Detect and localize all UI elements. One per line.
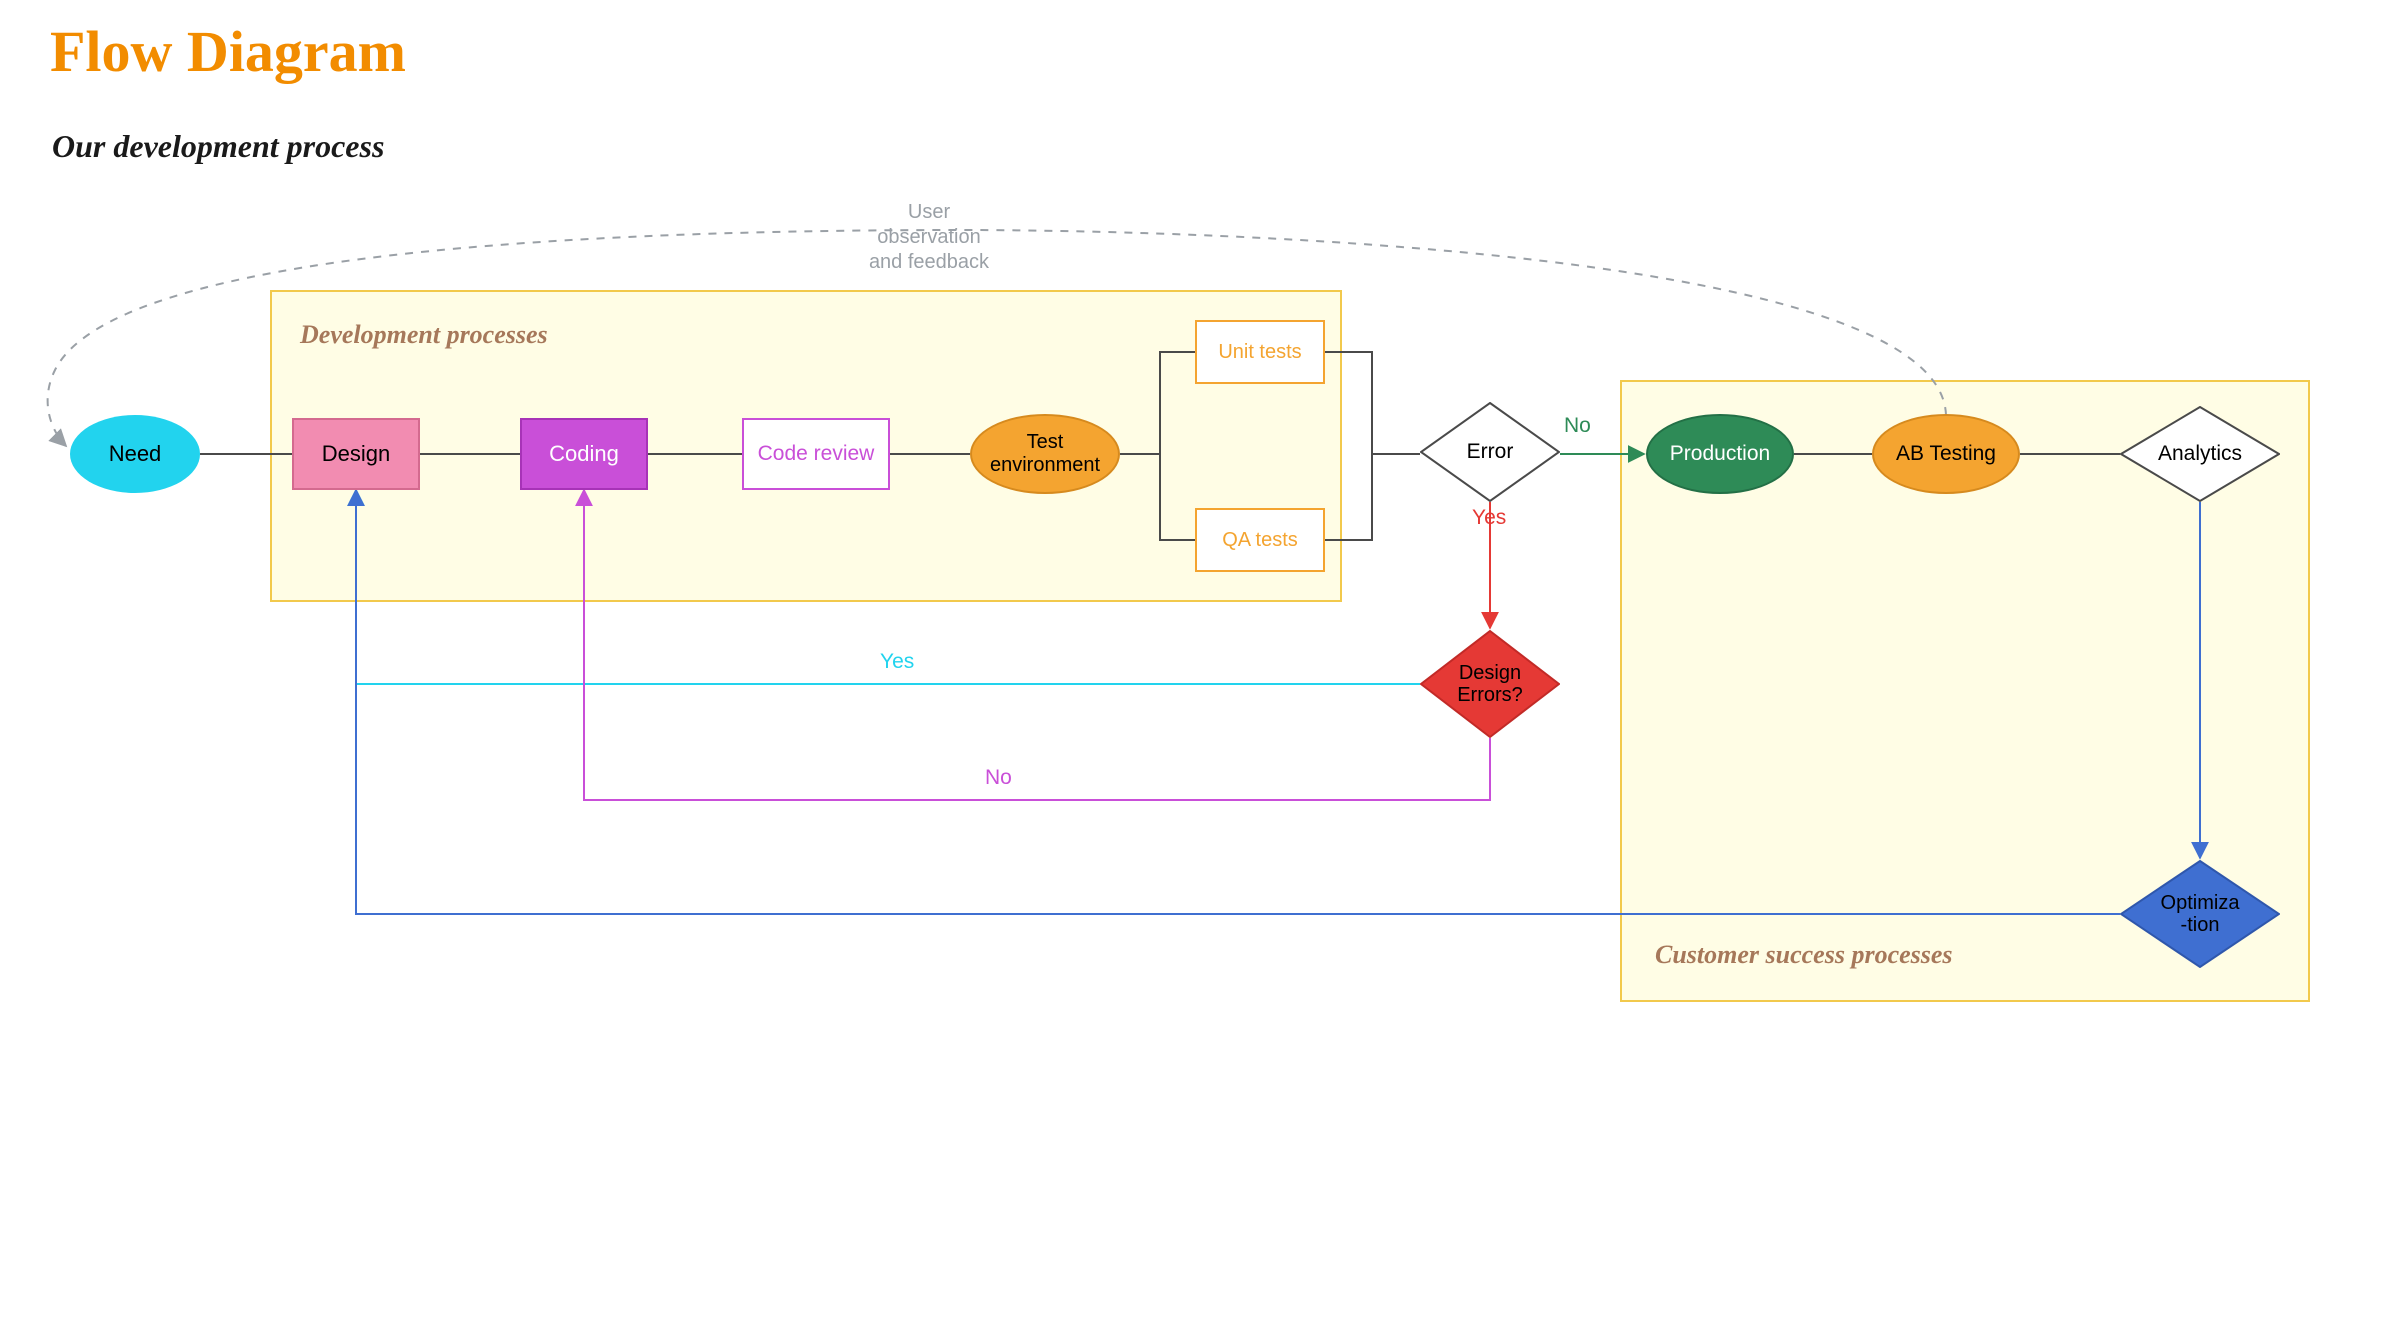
node-error-decision: Error bbox=[1420, 402, 1560, 502]
edge-label-error-no: No bbox=[1564, 414, 1591, 438]
node-error-label: Error bbox=[1420, 402, 1560, 502]
node-test-environment: Testenvironment bbox=[970, 414, 1120, 494]
node-ab-testing: AB Testing bbox=[1872, 414, 2020, 494]
node-need: Need bbox=[70, 415, 200, 493]
flow-diagram-canvas: Flow Diagram Our development process Dev… bbox=[0, 0, 2400, 1327]
edge-label-user-feedback: Userobservationand feedback bbox=[834, 200, 1024, 275]
page-title: Flow Diagram bbox=[50, 18, 406, 85]
node-code-review: Code review bbox=[742, 418, 890, 490]
node-design-errors-decision: DesignErrors? bbox=[1420, 630, 1560, 738]
node-design: Design bbox=[292, 418, 420, 490]
node-qa-tests: QA tests bbox=[1195, 508, 1325, 572]
edge-label-design-errors-yes: Yes bbox=[880, 650, 914, 674]
node-optimization-decision: Optimiza-tion bbox=[2120, 860, 2280, 968]
node-optimization-label: Optimiza-tion bbox=[2120, 860, 2280, 968]
node-analytics-label: Analytics bbox=[2120, 406, 2280, 502]
node-analytics-decision: Analytics bbox=[2120, 406, 2280, 502]
group-customer-label: Customer success processes bbox=[1655, 940, 1953, 970]
edge-label-design-errors-no: No bbox=[985, 766, 1012, 790]
page-subtitle: Our development process bbox=[52, 128, 384, 165]
node-unit-tests: Unit tests bbox=[1195, 320, 1325, 384]
node-design-errors-label: DesignErrors? bbox=[1420, 630, 1560, 738]
node-coding: Coding bbox=[520, 418, 648, 490]
node-production: Production bbox=[1646, 414, 1794, 494]
edge-label-error-yes: Yes bbox=[1472, 506, 1506, 530]
group-development-label: Development processes bbox=[300, 320, 548, 350]
